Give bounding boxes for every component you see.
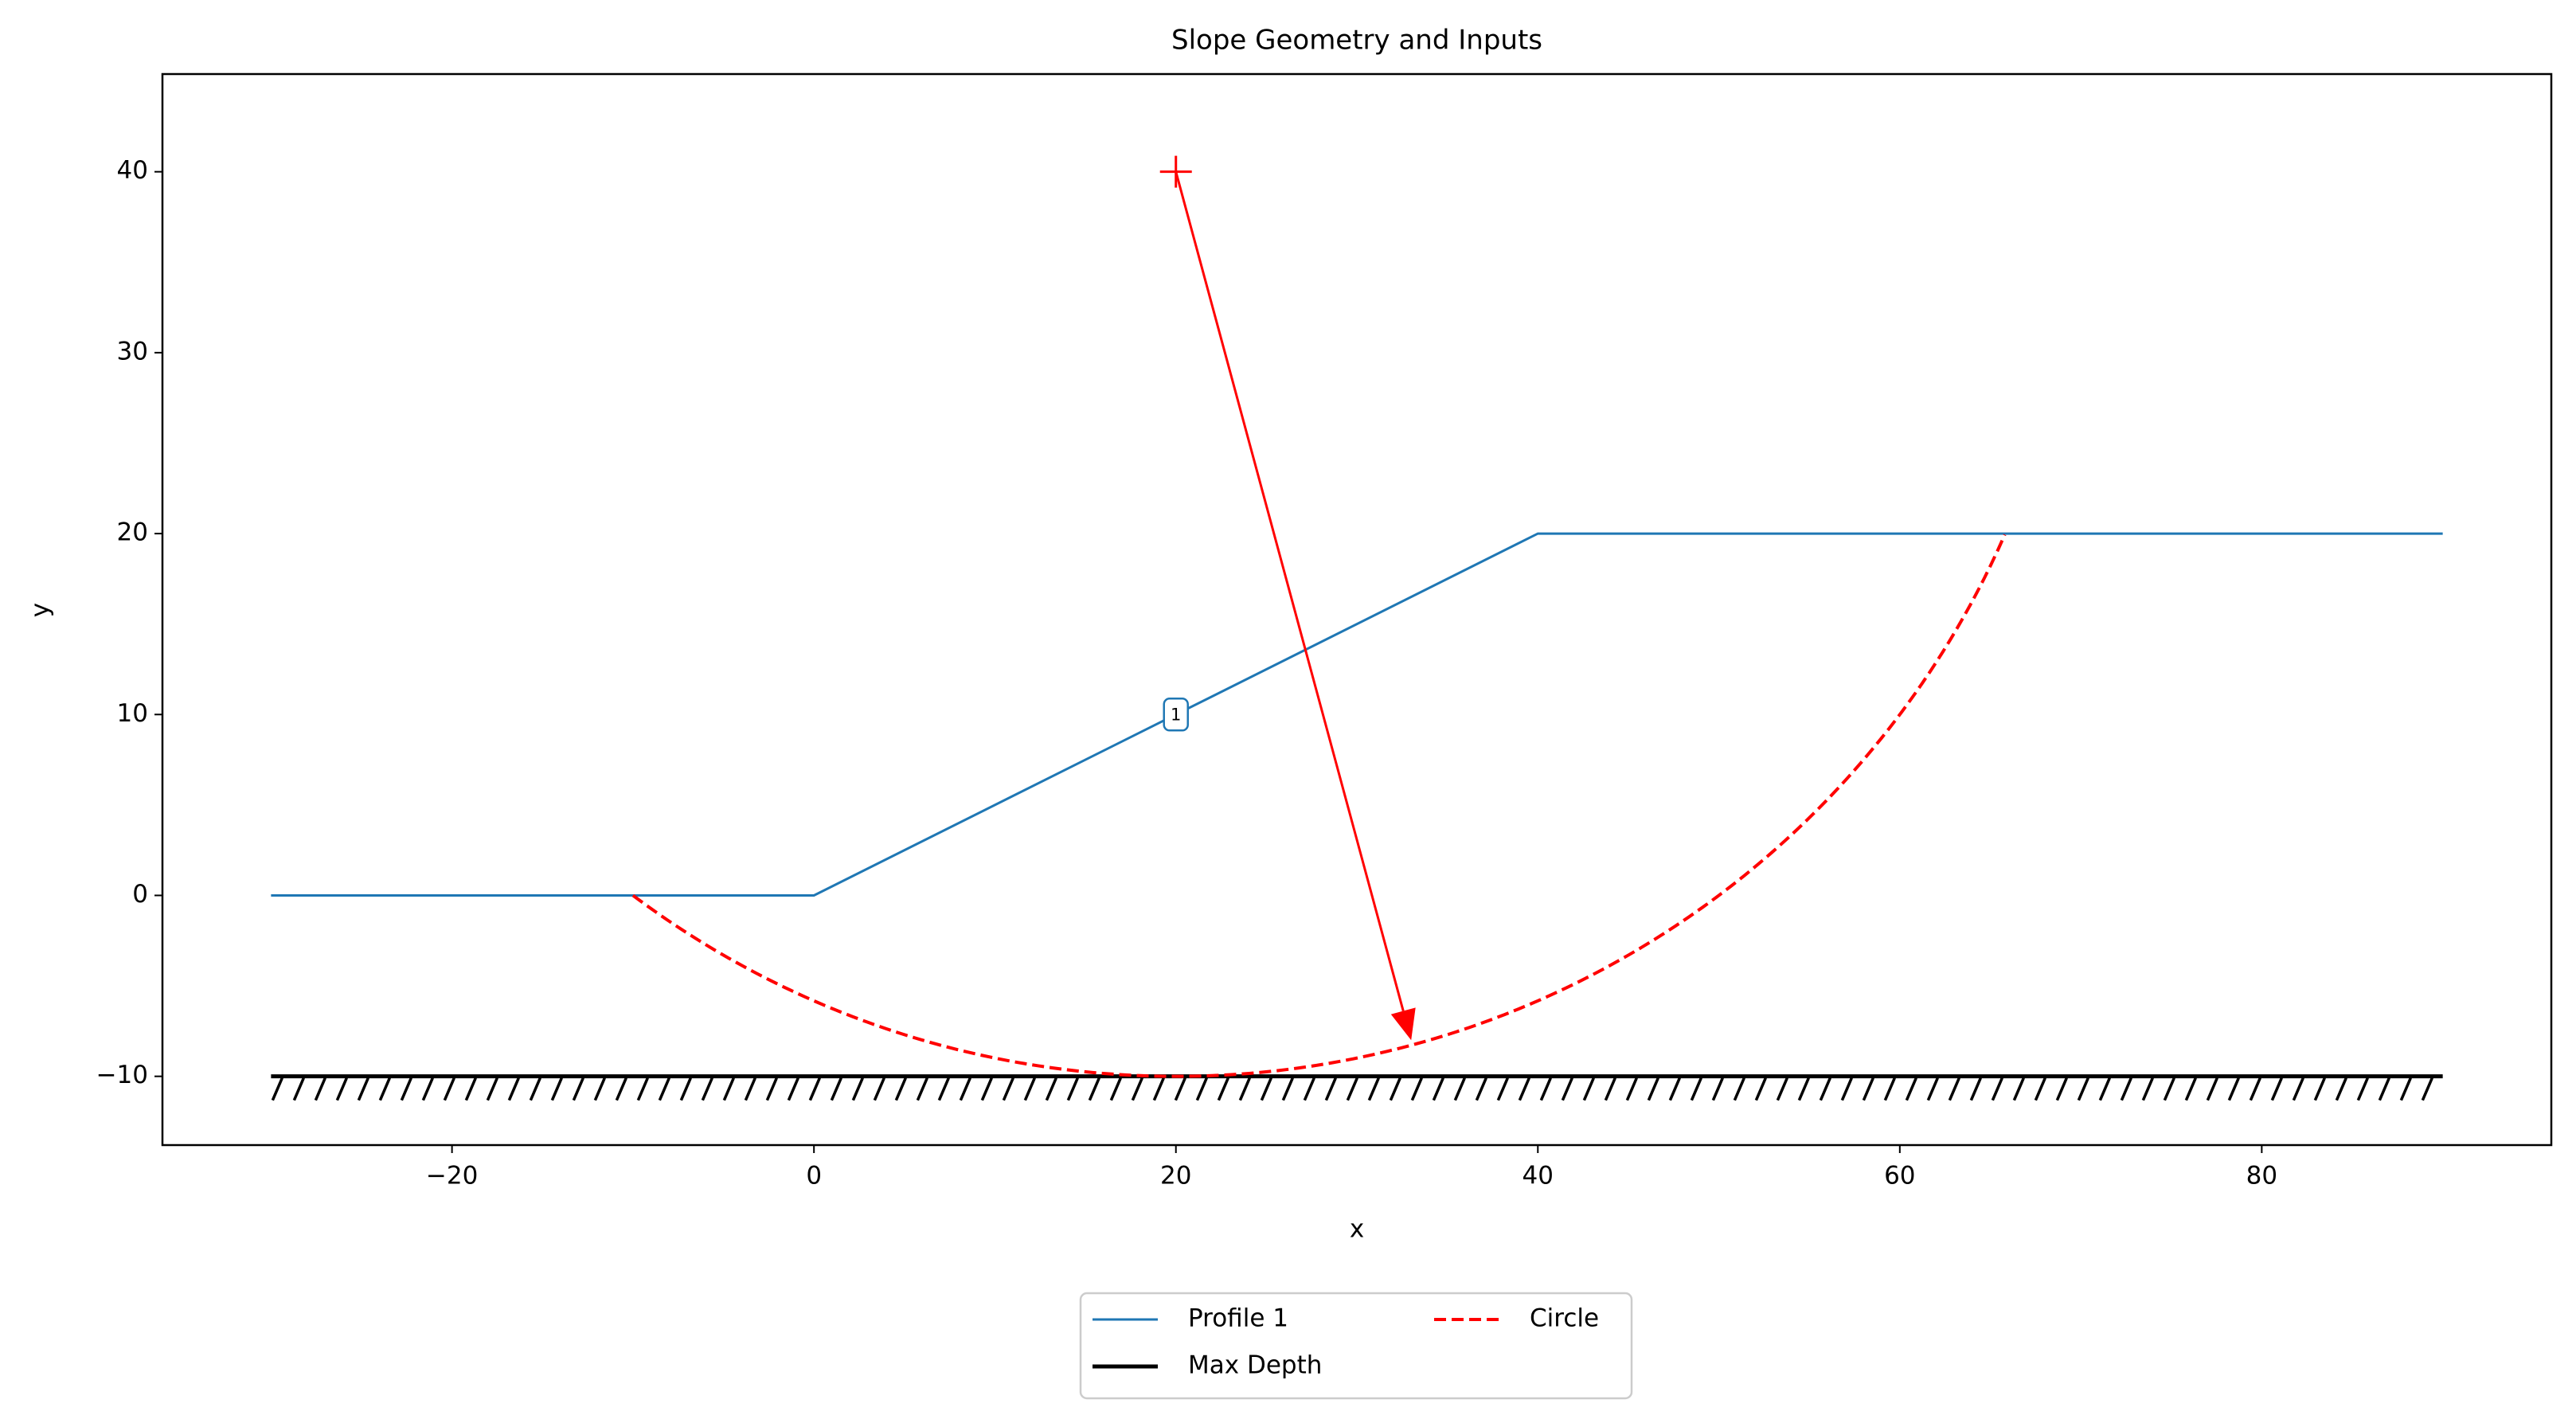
arrow-head (1390, 1007, 1416, 1041)
axes-frame (161, 72, 2553, 1147)
plot-area: 1 (271, 155, 2443, 1101)
y-tick-label: 0 (132, 880, 148, 909)
x-tick-label: 60 (1884, 1162, 1915, 1190)
y-tick-label: 30 (117, 337, 148, 366)
y-tick-label: 40 (117, 156, 148, 185)
slip-circle (631, 534, 2007, 1078)
x-tick-label: 40 (1523, 1162, 1554, 1190)
legend-label: Circle (1530, 1304, 1599, 1333)
legend-label: Profile 1 (1188, 1304, 1288, 1333)
y-tick-label: 20 (117, 518, 148, 547)
arrow-shaft (1175, 171, 1405, 1011)
hatch (271, 1077, 2433, 1101)
y-tick-label: −10 (96, 1061, 148, 1089)
y-tick-label: 10 (117, 699, 148, 728)
y-axis-label: y (26, 603, 55, 617)
chart-title: Slope Geometry and Inputs (1171, 25, 1542, 57)
x-tick-label: −20 (426, 1162, 478, 1190)
x-tick-label: 80 (2246, 1162, 2277, 1190)
x-tick-label: 20 (1160, 1162, 1191, 1190)
legend-label: Max Depth (1188, 1351, 1322, 1380)
plot-content: 1 (271, 155, 2443, 1101)
profile-label-box (1163, 698, 1189, 732)
profile-label: 1 (1171, 705, 1181, 724)
x-tick-label: 0 (806, 1162, 822, 1190)
x-axis-label: x (1350, 1215, 1364, 1244)
